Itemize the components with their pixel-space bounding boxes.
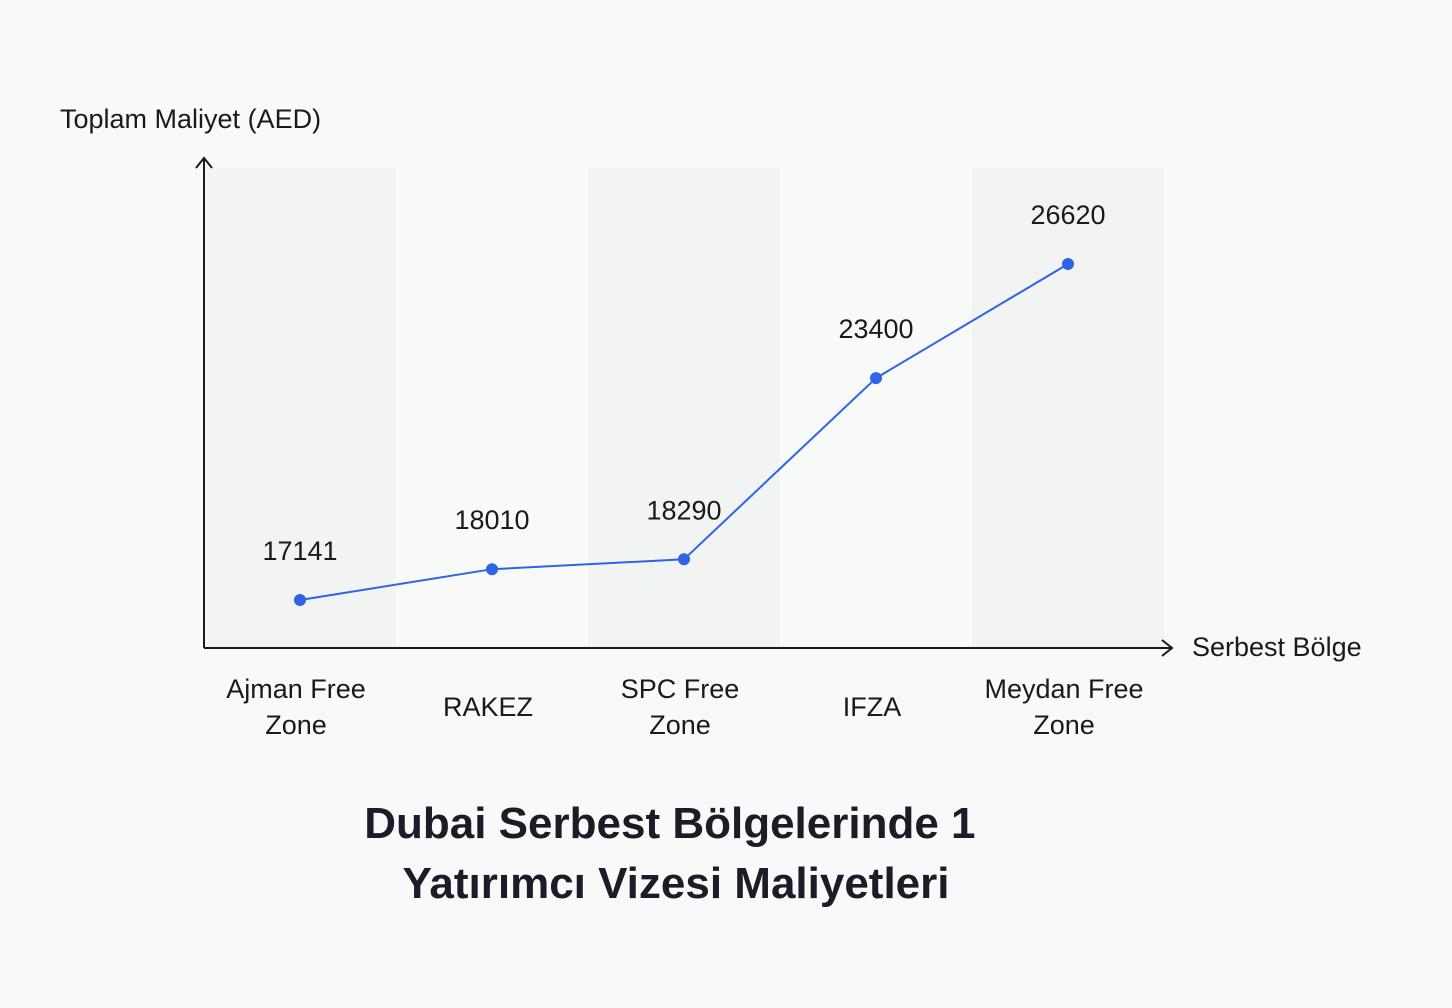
- x-tick-label-line: Zone: [649, 710, 711, 740]
- chart-title-line-2: Yatırımcı Vizesi Maliyetleri: [402, 859, 949, 908]
- data-labels: 17141 18010 18290 23400 26620: [262, 200, 1105, 566]
- x-tick-label-line: Meydan Free: [984, 674, 1143, 704]
- x-axis-arrow: [1161, 639, 1174, 657]
- data-label: 18290: [646, 495, 721, 525]
- data-point: [870, 372, 882, 385]
- data-point: [678, 553, 690, 566]
- data-label: 18010: [454, 505, 529, 535]
- chart-title: Dubai Serbest Bölgelerinde 1 Yatırımcı V…: [364, 799, 988, 908]
- x-tick-label: RAKEZ: [443, 692, 533, 722]
- x-tick-label-line: Zone: [265, 710, 327, 740]
- y-axis-arrow: [195, 156, 213, 169]
- data-label: 17141: [262, 536, 337, 566]
- axes: [195, 156, 1174, 657]
- data-label: 26620: [1030, 200, 1105, 230]
- x-tick-labels: Ajman Free Zone RAKEZ SPC Free Zone IFZA Meyda…: [226, 674, 1143, 740]
- category-band: [204, 168, 396, 648]
- x-tick-label: Ajman Free Zone: [226, 674, 366, 740]
- category-bands: [204, 168, 1164, 648]
- x-tick-label-line: Ajman Free: [226, 674, 366, 704]
- y-axis-title: Toplam Maliyet (AED): [60, 104, 321, 134]
- x-tick-label-line: SPC Free: [621, 674, 740, 704]
- data-point: [1062, 258, 1074, 270]
- x-tick-label: Meydan Free Zone: [984, 674, 1143, 740]
- x-tick-label-line: Zone: [1033, 710, 1095, 740]
- x-tick-label: SPC Free Zone: [621, 674, 740, 740]
- x-axis-title: Serbest Bölge: [1192, 632, 1362, 662]
- data-point: [486, 563, 498, 576]
- chart-title-line-1: Dubai Serbest Bölgelerinde 1: [364, 799, 975, 848]
- category-band: [588, 168, 780, 648]
- data-label: 23400: [838, 314, 913, 344]
- x-tick-label-line: IFZA: [843, 692, 902, 722]
- x-tick-label-line: RAKEZ: [443, 692, 533, 722]
- data-points: [294, 258, 1074, 606]
- category-band: [972, 168, 1164, 648]
- x-tick-label: IFZA: [843, 692, 902, 722]
- data-point: [294, 594, 306, 606]
